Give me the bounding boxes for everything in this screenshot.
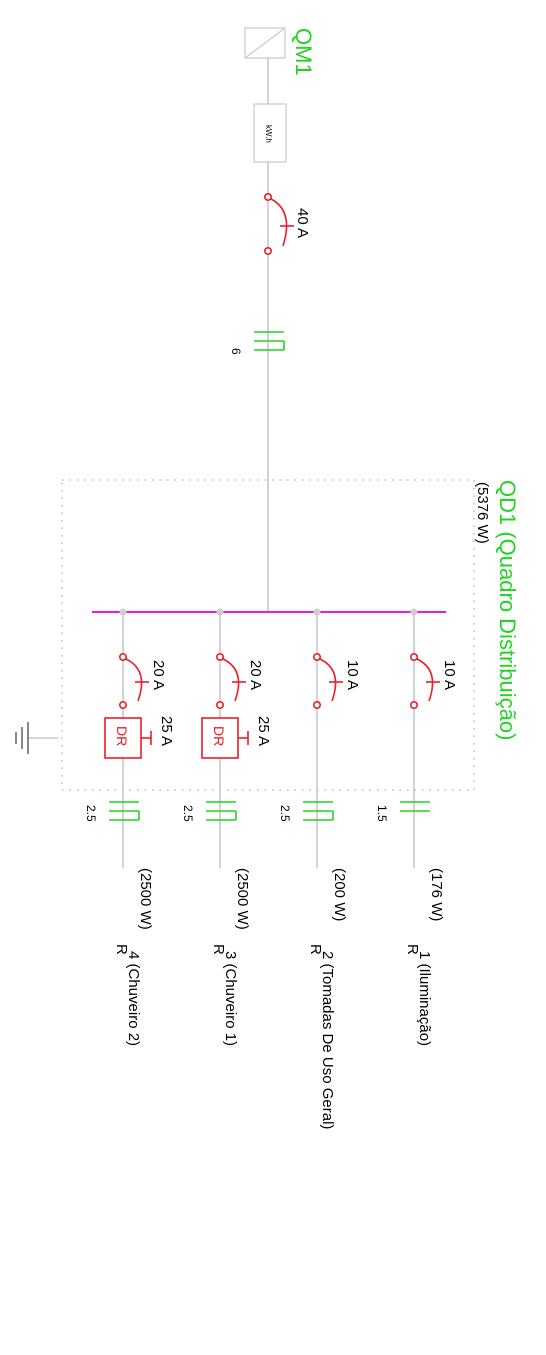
- circuit-1-breaker-rating: 10 A: [441, 660, 458, 690]
- main-breaker-rating: 40 A: [294, 208, 311, 238]
- circuit-4-cable-size: 2.5: [84, 805, 98, 822]
- circuit-1-power: (176 W): [428, 868, 445, 921]
- circuit-3-rcd-symbol: [201, 717, 249, 759]
- circuit-3: 20 A DR 25 A 2.5 (2500 W) R 3 (Chuveiro …: [181, 612, 272, 1046]
- circuit-2: 10 A 2.5 (200 W) R 2 (Tomadas De Uso Ger…: [278, 612, 361, 1129]
- circuit-1-cable-size: 1.5: [375, 805, 389, 822]
- circuit-3-load-type: R: [210, 944, 227, 955]
- main-breaker-symbol: [263, 193, 294, 256]
- circuit-3-label: 3 (Chuveiro 1): [222, 951, 239, 1046]
- circuit-3-rcd-label: DR: [211, 726, 227, 746]
- circuit-4-breaker-symbol: [119, 652, 149, 709]
- circuit-1-breaker-symbol: [409, 652, 440, 709]
- supply-name: QM1: [291, 28, 316, 76]
- circuit-3-power: (2500 W): [234, 868, 251, 930]
- panel-section: QD1 (Quadro Distribuição) (5376 W): [15, 479, 520, 791]
- circuit-1-label: 1 (Iluminação): [416, 951, 433, 1046]
- circuit-4: 20 A DR 25 A 2.5 (2500 W) R 4 (Chuveiro …: [84, 612, 175, 1046]
- circuit-3-cable-marker: [206, 801, 237, 821]
- circuit-4-rcd-label: DR: [114, 726, 130, 746]
- circuit-3-rcd-rating: 25 A: [255, 716, 272, 746]
- supply-cable-marker: [254, 331, 285, 351]
- circuit-4-rcd-symbol: [104, 717, 152, 759]
- circuit-2-load-type: R: [307, 944, 324, 955]
- circuit-1: 10 A 1.5 (176 W) R 1 (Iluminação): [375, 612, 458, 1046]
- circuit-4-rcd-rating: 25 A: [158, 716, 175, 746]
- circuit-2-breaker-rating: 10 A: [344, 660, 361, 690]
- circuit-2-cable-size: 2.5: [278, 805, 292, 822]
- circuit-2-label: 2 (Tomadas De Uso Geral): [319, 951, 336, 1129]
- circuit-2-power: (200 W): [331, 868, 348, 921]
- circuit-3-breaker-symbol: [216, 652, 246, 709]
- energy-meter: [253, 103, 287, 163]
- circuit-2-breaker-symbol: [312, 652, 343, 709]
- supply-section: QM1 kW.h 40 A 6: [229, 27, 316, 612]
- ground-symbol: [15, 722, 58, 754]
- circuit-4-label: 4 (Chuveiro 2): [125, 951, 142, 1046]
- circuit-4-power: (2500 W): [137, 868, 154, 930]
- meter-label: kW.h: [264, 125, 273, 143]
- circuit-4-breaker-rating: 20 A: [150, 660, 167, 690]
- panel-power: (5376 W): [474, 482, 491, 544]
- circuit-1-cable-marker: [400, 801, 430, 812]
- supply-source-diagonal: [244, 27, 286, 59]
- circuit-3-cable-size: 2.5: [181, 805, 195, 822]
- circuit-4-load-type: R: [113, 944, 130, 955]
- circuit-1-load-type: R: [404, 944, 421, 955]
- panel-name: QD1 (Quadro Distribuição): [495, 480, 520, 740]
- circuit-3-breaker-rating: 20 A: [247, 660, 264, 690]
- circuit-4-cable-marker: [109, 801, 140, 821]
- circuit-2-cable-marker: [303, 801, 334, 821]
- supply-cable-size: 6: [229, 348, 243, 355]
